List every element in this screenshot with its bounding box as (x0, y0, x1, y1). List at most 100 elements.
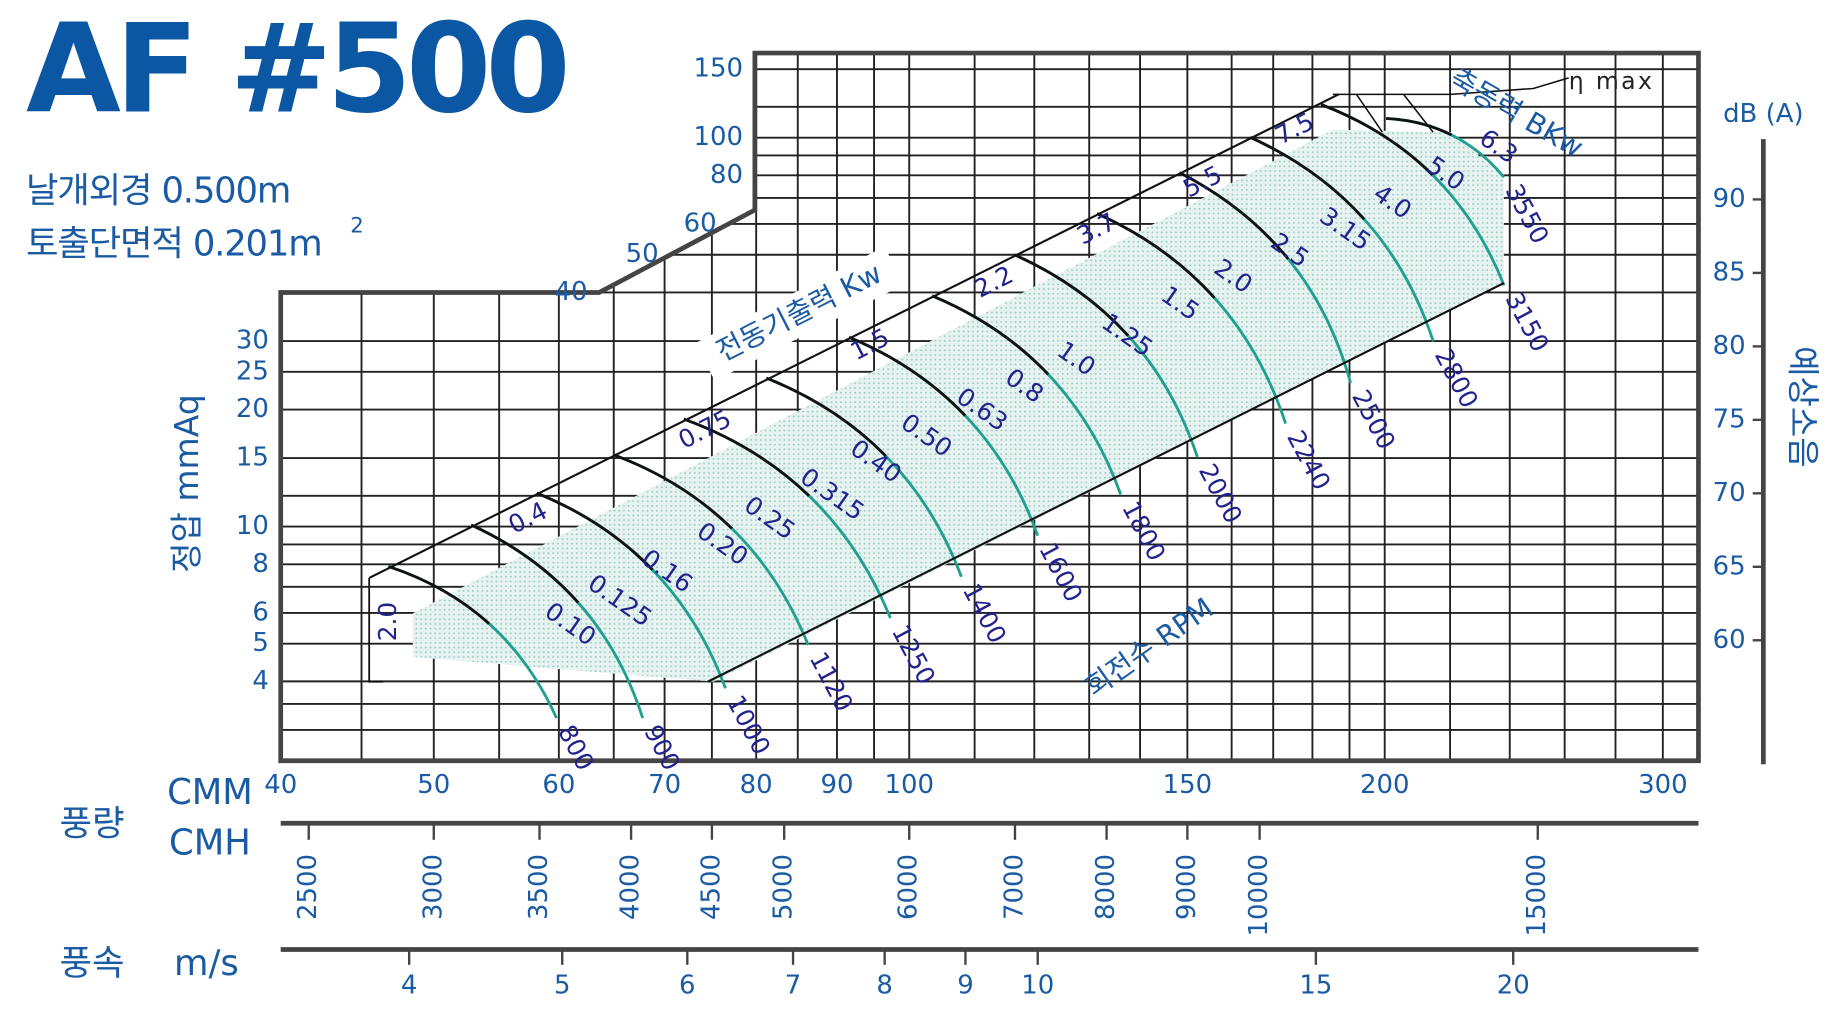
x-tick-label: 150 (1163, 770, 1213, 800)
rpm-line (707, 282, 1505, 683)
y2-tick-label: 60 (1713, 625, 1746, 655)
x-tick-label: 40 (264, 770, 297, 800)
label-backdrop (695, 246, 904, 381)
y-tick-label: 100 (694, 122, 744, 152)
rpm-curve-upper (1385, 117, 1453, 137)
cmh-tick-label: 9000 (1172, 854, 1202, 920)
y-tick-label: 30 (236, 326, 269, 356)
rpm-curve-label: 1800 (1116, 496, 1171, 565)
motor-power-value: 3.7 (1072, 207, 1120, 251)
rpm-curve-upper (683, 417, 811, 497)
rpm-curve-label: 1250 (886, 620, 941, 689)
velocity-tick-label: 8 (876, 971, 893, 1001)
operating-region (412, 129, 1504, 682)
rpm-curve-upper (931, 294, 1050, 376)
flow-label: 풍량 (59, 804, 124, 845)
y2-axis-label: dB (A) (1723, 99, 1804, 129)
motor-power-value: 0.4 (504, 496, 552, 540)
cmh-tick-label: 2500 (293, 854, 323, 920)
cmh-tick-label: 4000 (616, 854, 646, 920)
motor-power-value: 1.5 (846, 322, 894, 366)
y2-tick-label: 65 (1713, 551, 1746, 581)
velocity-tick-label: 15 (1299, 971, 1332, 1001)
y2-tick-label: 70 (1713, 478, 1746, 508)
x-tick-label: 300 (1638, 770, 1688, 800)
rpm-curve-upper (1178, 171, 1290, 260)
curves (387, 103, 1506, 719)
y-tick-label: 10 (236, 511, 269, 541)
y-tick-label: 15 (236, 443, 269, 473)
motor-power-value: 2.0 (373, 602, 402, 641)
rpm-curve-upper (387, 565, 491, 625)
rpm-curve-label: 900 (638, 720, 686, 775)
x-tick-label: 70 (648, 770, 681, 800)
spec-superscript: 2 (350, 213, 364, 238)
y-tick-label: 20 (236, 394, 269, 424)
rpm-curve-label: 3150 (1500, 287, 1555, 356)
y-tick-label: 4 (252, 666, 269, 696)
y2-tick-label: 90 (1713, 184, 1746, 214)
y-axis-label: 정압 mmAq (167, 394, 206, 573)
y-tick-label: 25 (236, 356, 269, 386)
y-tick-label: 8 (252, 549, 269, 579)
velocity-tick-label: 10 (1021, 971, 1054, 1001)
rpm-curve-label: 2800 (1429, 344, 1484, 413)
eta-leader (1402, 93, 1434, 133)
velocity-tick-label: 4 (401, 971, 418, 1001)
x-axis-label: CMM (167, 772, 253, 813)
cmh-tick-label: 15000 (1522, 854, 1552, 937)
velocity-tick-label: 20 (1497, 971, 1530, 1001)
spec: 날개외경 0.500m (26, 170, 290, 211)
y-tick-label: 50 (626, 239, 659, 269)
rpm-curve-upper (1249, 136, 1366, 221)
cmh-tick-label: 3000 (418, 854, 448, 920)
rpm-curve-upper (1096, 212, 1216, 299)
y-tick-label: 5 (252, 628, 269, 658)
y-tick-label: 40 (555, 277, 588, 307)
velocity-tick-label: 6 (679, 971, 696, 1001)
cmh-tick-label: 4500 (696, 854, 726, 920)
y-tick-label: 150 (694, 54, 744, 84)
x-tick-label: 100 (884, 770, 934, 800)
y2-title: 예상소음 (1784, 346, 1823, 468)
rpm-curve-label: 2240 (1281, 426, 1336, 495)
rpm-curve-label: 1600 (1033, 538, 1088, 607)
cmh-tick-label: 8000 (1091, 854, 1121, 920)
rpm-curve-upper (536, 491, 654, 571)
eta-leader (1355, 93, 1383, 133)
velocity-tick-label: 7 (785, 971, 802, 1001)
rpm-curve-upper (1014, 253, 1130, 337)
eta-max-label: η max (1569, 67, 1655, 95)
rpm-curve-upper (470, 523, 580, 604)
motor-power-line (368, 93, 1340, 579)
cmh-axis-label: CMH (169, 823, 251, 864)
rpm-curve-upper (613, 453, 733, 530)
plot-frame (278, 50, 1701, 764)
velocity-group-label: 풍속 (59, 943, 124, 984)
motor-power-bracket (368, 577, 384, 683)
x-tick-label: 60 (542, 770, 575, 800)
velocity-tick-label: 5 (554, 971, 571, 1001)
x-tick-label: 50 (417, 770, 450, 800)
cmh-tick-label: 3500 (524, 854, 554, 920)
rpm-curve-label: 2000 (1193, 459, 1248, 528)
rpm-curve-upper (765, 376, 887, 457)
cmh-tick-label: 6000 (894, 854, 924, 920)
cmh-tick-label: 10000 (1244, 854, 1274, 937)
eta-leader (1332, 77, 1569, 96)
rpm-curve-upper (848, 335, 967, 417)
velocity-axis-label: m/s (174, 943, 239, 984)
x-tick-label: 200 (1360, 770, 1410, 800)
y-tick-label: 6 (252, 597, 269, 627)
rpm-curve-upper (1320, 103, 1434, 176)
y-tick-label: 80 (710, 160, 743, 190)
y-tick-label: 60 (684, 208, 717, 238)
rpm-curve-label: 3550 (1500, 179, 1555, 248)
y2-tick-label: 85 (1713, 257, 1746, 287)
rpm-label: 회전수 RPM (1079, 591, 1219, 703)
rpm-curve-label: 2500 (1346, 385, 1401, 454)
x-tick-label: 90 (820, 770, 853, 800)
